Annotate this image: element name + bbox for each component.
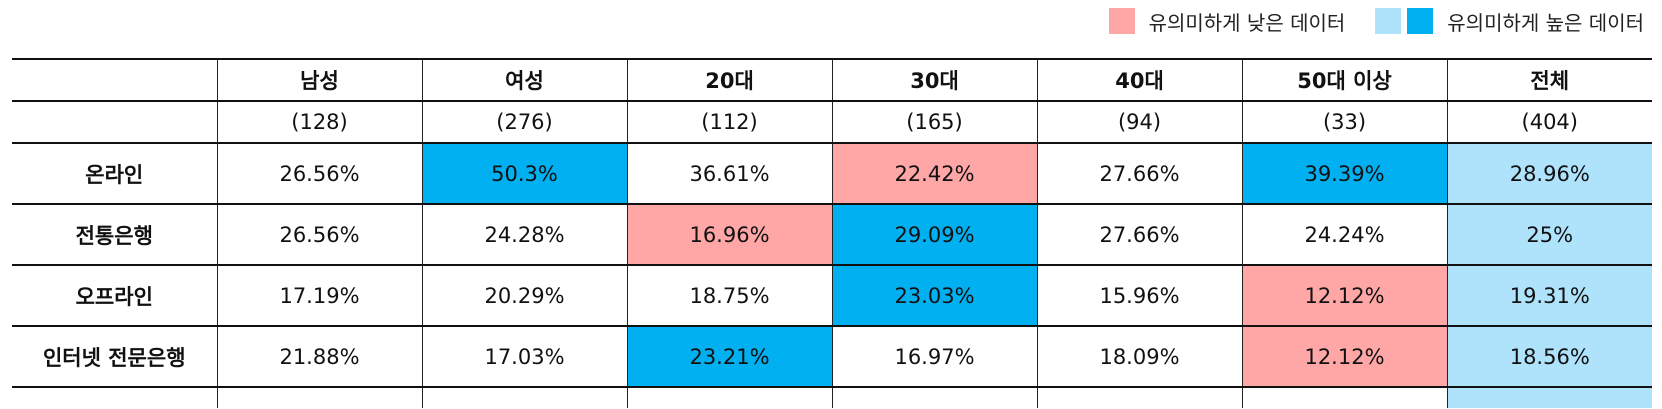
column-header: 20대 <box>626 58 832 102</box>
sample-size-cell: (94) <box>1036 101 1242 144</box>
value-cell: 39.39% <box>1241 143 1447 205</box>
stub-cell <box>626 387 832 408</box>
value-cell: 50.3% <box>421 143 627 205</box>
table-row: 오프라인 17.19% 20.29% 18.75% 23.03% 15.96% 12.12%… <box>12 265 1652 327</box>
value-cell: 18.09% <box>1036 326 1242 388</box>
legend-high-light-swatch <box>1375 8 1402 34</box>
value-cell: 27.66% <box>1036 143 1242 205</box>
stub-cell <box>1446 387 1652 408</box>
value-cell: 25% <box>1446 204 1652 266</box>
sample-size-cell: (165) <box>831 101 1037 144</box>
legend-low-swatch <box>1108 8 1135 34</box>
value-cell: 16.97% <box>831 326 1037 388</box>
sample-size-cell: (33) <box>1241 101 1447 144</box>
stub-cell <box>12 387 217 408</box>
value-cell: 12.12% <box>1241 265 1447 327</box>
sample-size-corner <box>12 101 217 144</box>
stub-cell <box>831 387 1037 408</box>
value-cell: 24.24% <box>1241 204 1447 266</box>
value-cell: 12.12% <box>1241 326 1447 388</box>
column-header: 50대 이상 <box>1241 58 1447 102</box>
value-cell: 28.96% <box>1446 143 1652 205</box>
table-row: 인터넷 전문은행 21.88% 17.03% 23.21% 16.97% 18.09% 12… <box>12 326 1652 388</box>
value-cell: 15.96% <box>1036 265 1242 327</box>
column-header: 남성 <box>216 58 422 102</box>
legend-high-swatch <box>1407 8 1434 34</box>
sample-size-cell: (112) <box>626 101 832 144</box>
value-cell: 16.96% <box>626 204 832 266</box>
legend: 유의미하게 낮은 데이터 유의미하게 높은 데이터 <box>1108 6 1644 36</box>
sample-size-cell: (404) <box>1446 101 1652 144</box>
sample-size-cell: (276) <box>421 101 627 144</box>
row-label: 오프라인 <box>12 265 217 327</box>
value-cell: 36.61% <box>626 143 832 205</box>
stub-cell <box>421 387 627 408</box>
column-header: 40대 <box>1036 58 1242 102</box>
value-cell: 18.75% <box>626 265 832 327</box>
value-cell: 20.29% <box>421 265 627 327</box>
header-corner <box>12 58 217 102</box>
table-row: 온라인 26.56% 50.3% 36.61% 22.42% 27.66% 39.39% 28… <box>12 143 1652 205</box>
value-cell: 18.56% <box>1446 326 1652 388</box>
value-cell: 26.56% <box>216 204 422 266</box>
data-table: 남성 여성 20대 30대 40대 50대 이상 전체 (128) (276) (112) (165… <box>12 58 1652 408</box>
value-cell: 21.88% <box>216 326 422 388</box>
column-header: 30대 <box>831 58 1037 102</box>
value-cell: 22.42% <box>831 143 1037 205</box>
value-cell: 24.28% <box>421 204 627 266</box>
stub-cell <box>216 387 422 408</box>
legend-high-label: 유의미하게 높은 데이터 <box>1447 10 1644 35</box>
value-cell: 26.56% <box>216 143 422 205</box>
stub-cell <box>1036 387 1242 408</box>
column-header: 전체 <box>1446 58 1652 102</box>
value-cell: 27.66% <box>1036 204 1242 266</box>
legend-low-label: 유의미하게 낮은 데이터 <box>1148 10 1346 35</box>
value-cell: 29.09% <box>831 204 1037 266</box>
row-label: 전통은행 <box>12 204 217 266</box>
row-label: 인터넷 전문은행 <box>12 326 217 388</box>
value-cell: 23.03% <box>831 265 1037 327</box>
value-cell: 17.03% <box>421 326 627 388</box>
sample-size-cell: (128) <box>216 101 422 144</box>
value-cell: 23.21% <box>626 326 832 388</box>
value-cell: 17.19% <box>216 265 422 327</box>
stub-cell <box>1241 387 1447 408</box>
row-label: 온라인 <box>12 143 217 205</box>
column-header: 여성 <box>421 58 627 102</box>
table-row: 전통은행 26.56% 24.28% 16.96% 29.09% 27.66% 24.24%… <box>12 204 1652 266</box>
value-cell: 19.31% <box>1446 265 1652 327</box>
